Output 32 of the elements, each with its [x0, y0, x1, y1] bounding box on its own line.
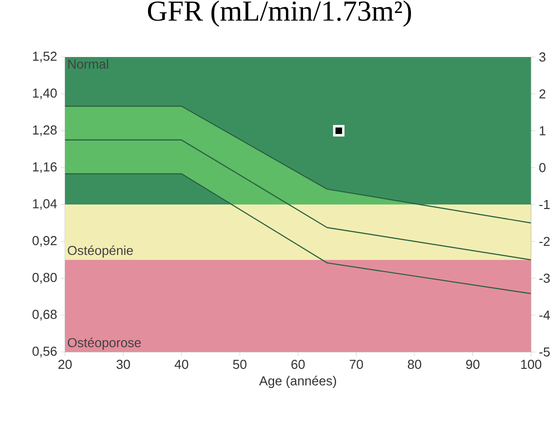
y-tick-label: 1,40 [33, 88, 57, 100]
y2-tick-label: -1 [539, 200, 550, 209]
x-tick-label: 70 [350, 360, 363, 369]
band-label: Ostéopénie [68, 245, 133, 258]
x-tick-label: 100 [521, 360, 542, 369]
y-tick-label: 1,04 [33, 199, 57, 210]
chart-title: GFR (mL/min/1.73m²) [148, 0, 411, 27]
y-tick-label: 1,16 [33, 162, 57, 173]
x-tick-label: 50 [233, 360, 246, 369]
x-axis-title: Age (années) [259, 376, 336, 388]
x-tick-label: 80 [408, 360, 422, 369]
x-tick-label: 20 [58, 360, 72, 369]
y-tick-label: 1,28 [33, 125, 57, 136]
y-tick-label: 1,52 [33, 52, 57, 62]
band-label: Ostéoporose [68, 338, 141, 350]
x-tick-label: 60 [291, 360, 305, 369]
y2-tick-label: -3 [539, 274, 550, 283]
y2-tick-label: -2 [539, 236, 550, 246]
x-tick-label: 40 [174, 360, 188, 369]
y2-tick-label: 1 [540, 126, 546, 136]
y-tick-label: 0,68 [32, 310, 57, 320]
x-tick-label: 90 [466, 360, 480, 369]
y2-tick-label: 0 [539, 163, 546, 172]
y2-tick-label: 2 [539, 89, 546, 98]
x-tick-label: 30 [116, 360, 130, 369]
y-tick-label: 0,92 [32, 236, 57, 247]
y-tick-label: 0,56 [32, 346, 57, 358]
y2-tick-label: 3 [539, 52, 546, 62]
y2-tick-label: -5 [539, 347, 550, 357]
y2-tick-label: -4 [539, 310, 550, 320]
y-tick-label: 0,80 [32, 272, 57, 284]
band-label: Normal [68, 59, 108, 69]
